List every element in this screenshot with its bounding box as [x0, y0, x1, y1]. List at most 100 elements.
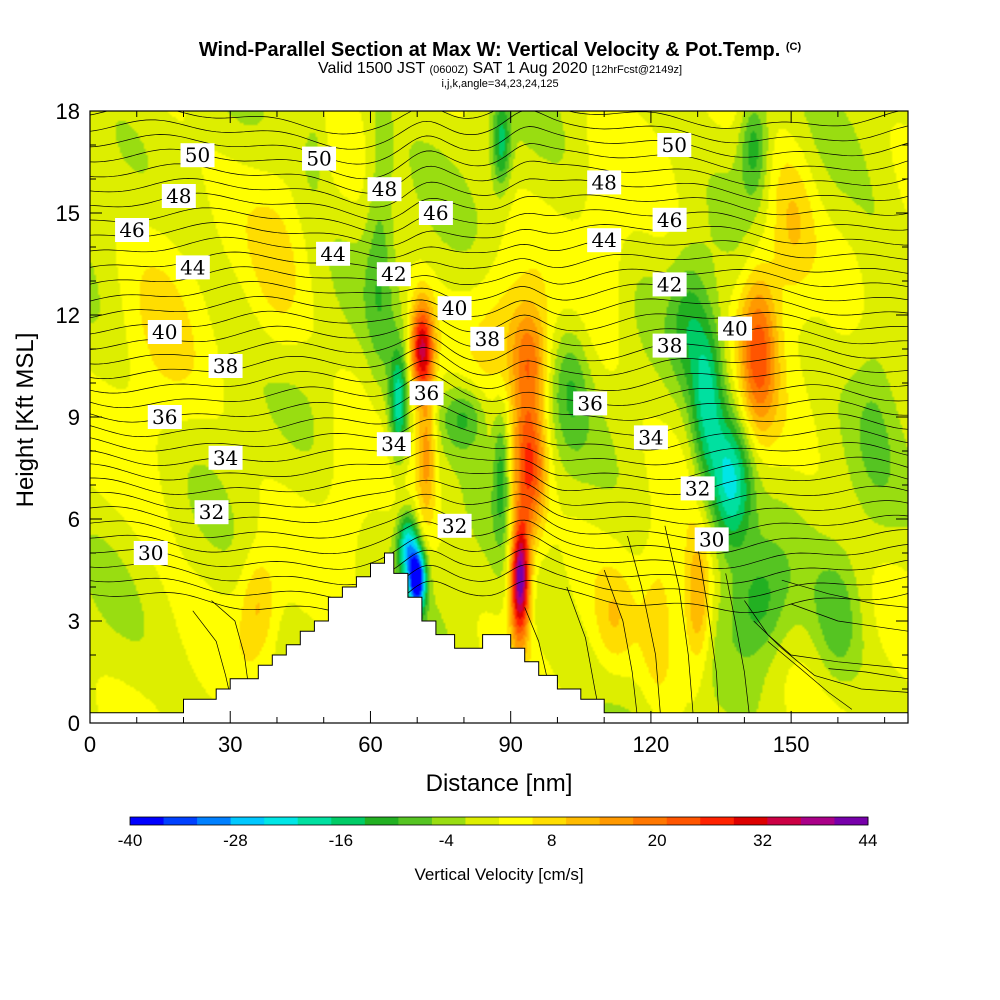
theta-contour-labels: 50 50 50 48 48 48 46 46 46 44 44 44 42 42 40 40 40 38 38 38…: [115, 133, 753, 565]
theta-label-box: [208, 445, 243, 470]
valid-prefix: Valid 1500 JST: [317, 60, 426, 77]
y-tick-label: 18: [56, 99, 80, 124]
theta-label-box: [175, 255, 210, 280]
theta-contour-line: [90, 222, 908, 247]
theta-contour-label: 48: [587, 170, 622, 195]
theta-contour-line: [90, 310, 908, 335]
title-copyright: (C): [785, 41, 802, 53]
colorbar-tick-label: -4: [439, 831, 454, 850]
colorbar-swatch: [230, 817, 265, 825]
chart-title: Wind-Parallel Section at Max W: Vertical…: [0, 36, 1000, 61]
theta-label-text: 30: [138, 541, 163, 565]
theta-contour-label: 30: [133, 541, 168, 565]
theta-contour-label: 50: [302, 146, 337, 171]
theta-contour-line: [753, 620, 908, 693]
theta-label-box: [652, 207, 687, 232]
colorbar-tick-label: -16: [329, 831, 354, 850]
theta-contour-label: 34: [208, 445, 243, 470]
theta-contour-line: [211, 600, 250, 690]
theta-label-text: 32: [685, 476, 710, 500]
theta-label-box: [587, 228, 622, 253]
theta-label-box: [652, 333, 687, 358]
colorbar-tick-label: -40: [118, 831, 143, 850]
theta-contour-label: 32: [680, 476, 715, 501]
colorbar-label: Vertical Velocity [cm/s]: [414, 865, 583, 884]
theta-contour-label: 40: [147, 320, 182, 344]
theta-label-box: [652, 272, 687, 297]
theta-label-text: 50: [306, 147, 331, 171]
theta-contour-line: [90, 388, 908, 423]
theta-contour-line: [90, 533, 908, 570]
theta-label-text: 36: [414, 381, 439, 405]
valid-date: SAT 1 Aug 2020: [472, 60, 588, 77]
x-tick-label: 90: [498, 732, 522, 757]
y-tick-label: 12: [56, 303, 80, 328]
theta-contour-label: 46: [652, 207, 687, 232]
theta-contour-line: [192, 610, 231, 696]
theta-label-text: 44: [320, 242, 345, 266]
theta-contour-line: [90, 111, 908, 150]
title-main: Wind-Parallel Section at Max W: Vertical…: [198, 39, 781, 61]
theta-contour-line: [90, 548, 908, 586]
colorbar-swatch: [297, 817, 332, 825]
colorbar: -40 -28 -16 -4 8 20 32 44: [118, 816, 877, 850]
theta-label-box: [680, 476, 715, 501]
theta-contour-line: [781, 579, 908, 608]
theta-label-box: [147, 320, 182, 344]
theta-contour-line: [767, 641, 853, 710]
theta-label-box: [161, 184, 196, 208]
colorbar-swatch: [767, 817, 802, 825]
theta-label-box: [376, 432, 411, 457]
colorbar-swatch: [499, 817, 534, 825]
x-tick-label: 120: [633, 732, 670, 757]
theta-contour-line: [90, 403, 908, 437]
y-tick-label: 6: [68, 507, 80, 532]
colorbar-tick-label: -28: [223, 831, 248, 850]
theta-contour-label: 42: [376, 262, 411, 287]
theta-contour-line: [90, 126, 908, 165]
colorbar-swatch: [566, 817, 601, 825]
theta-contour-label: 30: [694, 527, 729, 552]
colorbar-swatch: [364, 817, 399, 825]
x-tick-label: 150: [773, 732, 810, 757]
theta-label-box: [657, 133, 692, 157]
theta-contour-line: [90, 450, 908, 481]
theta-contour-line: [90, 266, 908, 288]
theta-contour-line: [90, 111, 902, 135]
theta-contour-label: 50: [180, 143, 215, 168]
theta-label-box: [694, 527, 729, 552]
theta-contour-label: 42: [652, 272, 687, 297]
colorbar-swatch: [733, 817, 768, 825]
theta-label-text: 44: [591, 228, 616, 252]
y-tick-label: 3: [68, 609, 80, 634]
theta-contour-line: [90, 207, 908, 234]
theta-label-text: 34: [213, 446, 238, 470]
theta-label-text: 38: [475, 327, 500, 351]
colorbar-swatch: [163, 817, 198, 825]
theta-label-text: 42: [657, 272, 682, 296]
valid-utc: (0600Z): [429, 64, 468, 76]
theta-contour-line: [90, 192, 908, 221]
theta-contour-label: 40: [718, 316, 753, 341]
theta-contour-line: [90, 281, 908, 302]
x-tick-label: 30: [218, 732, 242, 757]
theta-label-text: 36: [152, 405, 177, 429]
theta-label-box: [302, 146, 337, 171]
theta-contour-line: [828, 668, 908, 680]
theta-label-text: 30: [699, 527, 724, 551]
colorbar-frame: [129, 816, 869, 826]
theta-contour-line: [90, 251, 908, 274]
colorbar-tick-label: 20: [648, 831, 667, 850]
theta-label-box: [316, 241, 351, 266]
theta-contour-label: 40: [437, 296, 472, 321]
forecast-info: [12hrFcst@2149z]: [591, 64, 683, 76]
theta-label-box: [437, 296, 472, 321]
theta-label-box: [633, 425, 668, 450]
theta-contour-label: 48: [161, 184, 196, 208]
valid-line: Valid 1500 JST (0600Z) SAT 1 Aug 2020 [1…: [0, 61, 1000, 78]
x-tick-label: 0: [84, 732, 96, 757]
theta-label-box: [718, 316, 753, 341]
theta-label-box: [470, 326, 505, 351]
